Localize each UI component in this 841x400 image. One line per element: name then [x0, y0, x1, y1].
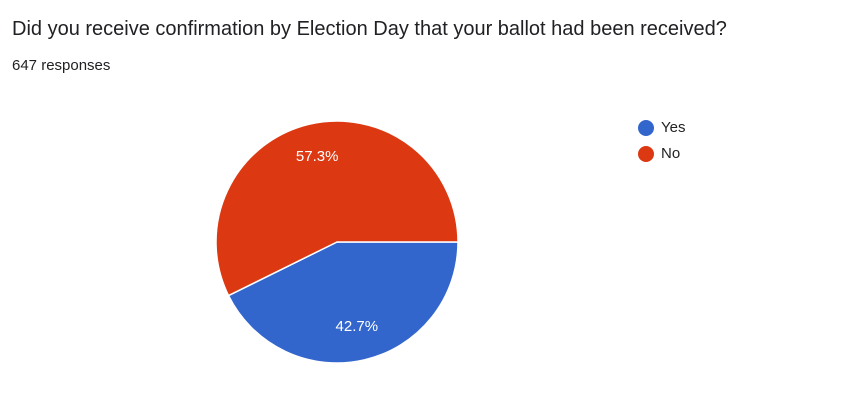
pie-slice — [215, 120, 459, 297]
chart-title: Did you receive confirmation by Election… — [12, 18, 727, 40]
legend-marker — [638, 120, 654, 136]
value-label: 42.7% — [336, 318, 379, 335]
value-label: 57.3% — [296, 148, 339, 165]
chart-subtitle: 647 responses — [12, 57, 110, 74]
legend-label: Yes — [661, 119, 685, 136]
pie-slice — [227, 241, 459, 364]
legend-label: No — [661, 145, 680, 162]
legend-marker — [638, 146, 654, 162]
